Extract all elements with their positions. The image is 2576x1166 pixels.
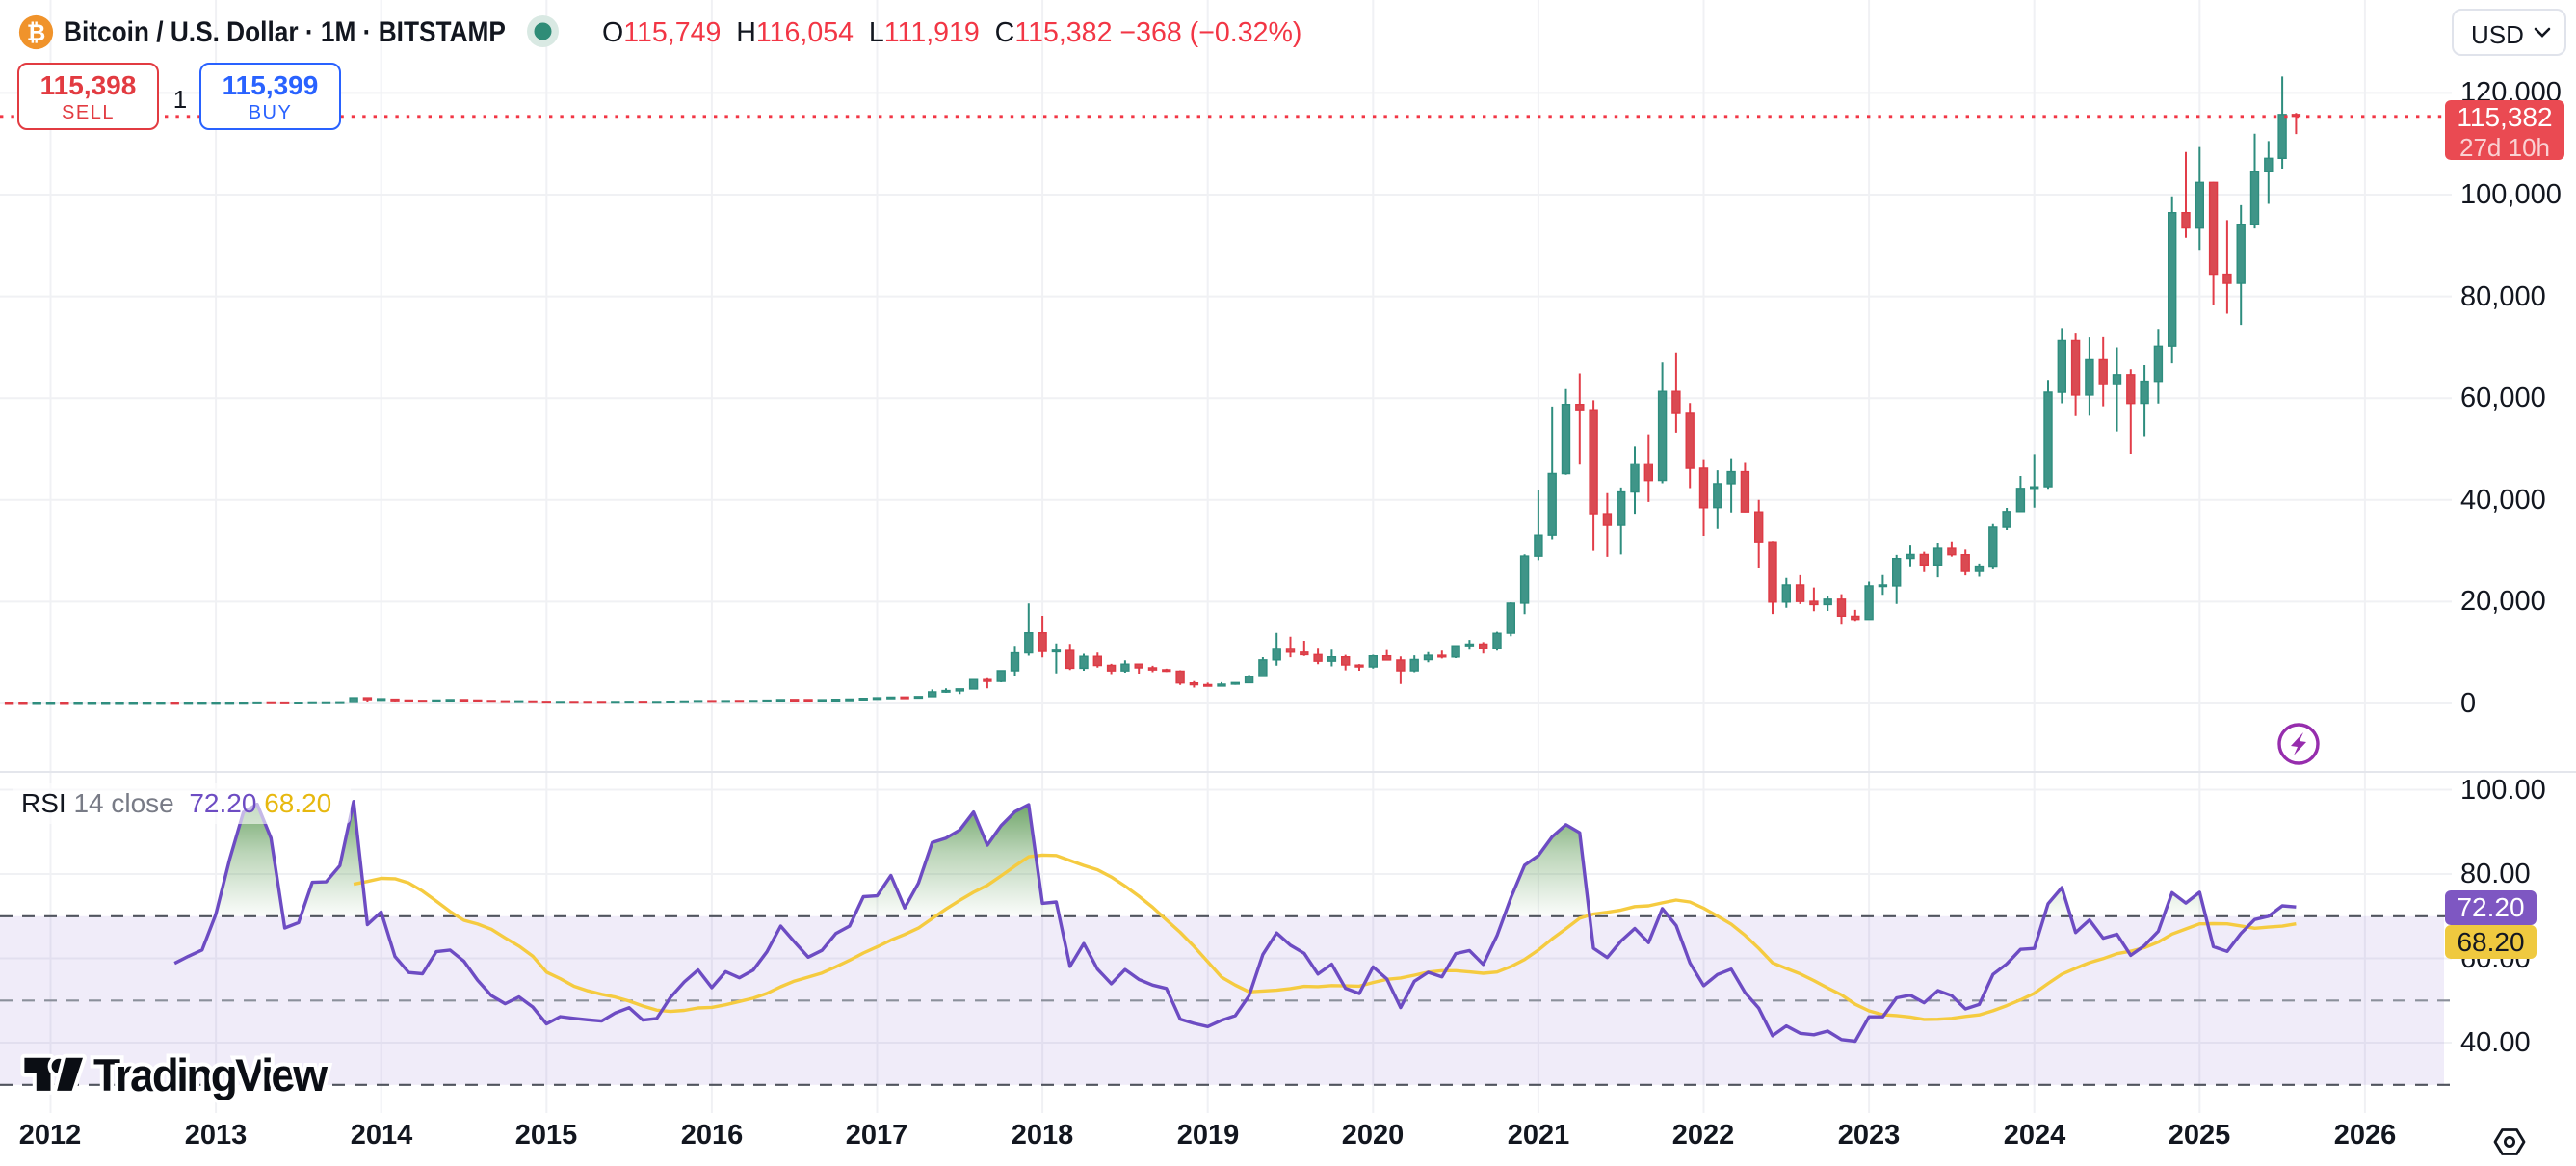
svg-text:₿: ₿ (27, 20, 46, 46)
svg-text:TradingView: TradingView (93, 1049, 329, 1100)
